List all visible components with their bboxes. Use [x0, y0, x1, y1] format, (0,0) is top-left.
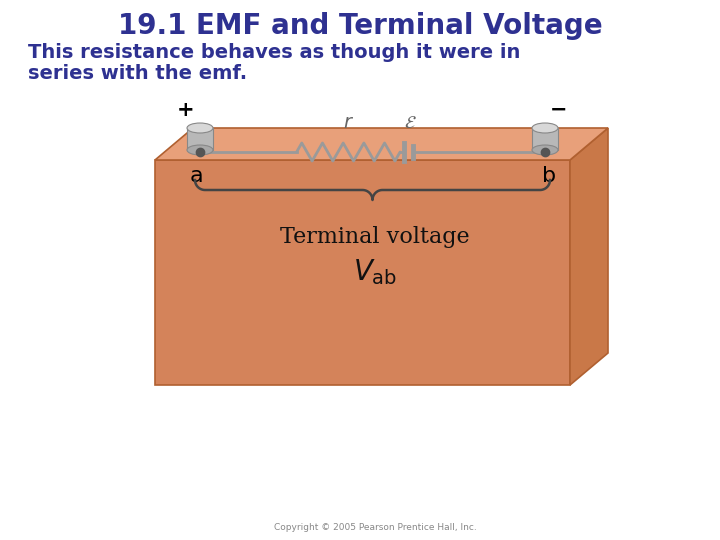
Text: series with the emf.: series with the emf. [28, 64, 247, 83]
Text: This resistance behaves as though it were in: This resistance behaves as though it wer… [28, 43, 521, 62]
Ellipse shape [187, 123, 213, 133]
Text: b: b [542, 166, 556, 186]
Bar [187, 128, 213, 150]
Text: Copyright © 2005 Pearson Prentice Hall, Inc.: Copyright © 2005 Pearson Prentice Hall, … [274, 523, 477, 532]
Polygon shape [570, 128, 608, 385]
Ellipse shape [187, 145, 213, 155]
Polygon shape [155, 128, 608, 160]
Bar [532, 128, 558, 150]
Polygon shape [155, 160, 570, 385]
Text: −: − [550, 100, 568, 120]
Text: +: + [177, 100, 195, 120]
Text: $\mathcal{E}$: $\mathcal{E}$ [404, 114, 417, 132]
Text: Terminal voltage: Terminal voltage [280, 226, 470, 248]
Ellipse shape [532, 123, 558, 133]
Ellipse shape [532, 145, 558, 155]
Text: a: a [189, 166, 203, 186]
Text: $r$: $r$ [343, 113, 354, 132]
Text: $V_{\mathrm{ab}}$: $V_{\mathrm{ab}}$ [353, 258, 397, 287]
Text: 19.1 EMF and Terminal Voltage: 19.1 EMF and Terminal Voltage [117, 12, 603, 40]
